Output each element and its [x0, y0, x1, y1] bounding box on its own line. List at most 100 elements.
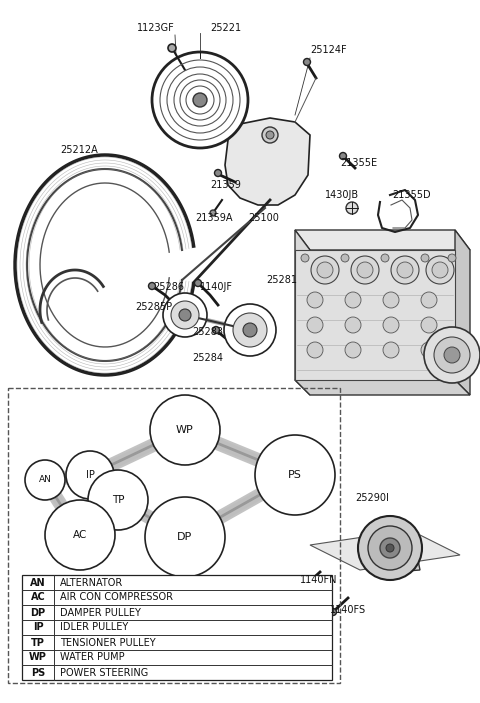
Text: 25100: 25100 — [248, 213, 279, 223]
Circle shape — [357, 262, 373, 278]
Text: 1430JB: 1430JB — [325, 190, 359, 200]
Circle shape — [148, 283, 156, 290]
Text: 25290I: 25290I — [355, 493, 389, 503]
Text: IP: IP — [33, 622, 43, 633]
Circle shape — [171, 301, 199, 329]
Text: 21359: 21359 — [210, 180, 241, 190]
Circle shape — [444, 347, 460, 363]
Text: DAMPER PULLEY: DAMPER PULLEY — [60, 607, 141, 617]
Text: 25124F: 25124F — [310, 45, 347, 55]
Circle shape — [66, 451, 114, 499]
Circle shape — [346, 202, 358, 214]
Circle shape — [424, 327, 480, 383]
Circle shape — [345, 317, 361, 333]
Circle shape — [163, 293, 207, 337]
Circle shape — [345, 342, 361, 358]
Text: PS: PS — [288, 470, 302, 480]
Circle shape — [339, 153, 347, 160]
Circle shape — [243, 323, 257, 337]
Text: 1140FS: 1140FS — [330, 605, 366, 615]
Circle shape — [266, 131, 274, 139]
Text: 1140JF: 1140JF — [200, 282, 233, 292]
Circle shape — [421, 254, 429, 262]
Polygon shape — [310, 530, 460, 570]
Circle shape — [307, 342, 323, 358]
Text: AIR CON COMPRESSOR: AIR CON COMPRESSOR — [60, 593, 173, 602]
Circle shape — [303, 58, 311, 65]
Text: AC: AC — [31, 593, 46, 602]
Circle shape — [168, 44, 176, 52]
Circle shape — [386, 544, 394, 552]
Text: WATER PUMP: WATER PUMP — [60, 652, 125, 662]
Text: 25285P: 25285P — [135, 302, 172, 312]
Text: 25286: 25286 — [153, 282, 184, 292]
Circle shape — [421, 342, 437, 358]
Text: AC: AC — [73, 530, 87, 540]
Circle shape — [194, 280, 202, 287]
Circle shape — [255, 435, 335, 515]
Text: DP: DP — [30, 607, 46, 617]
Text: DP: DP — [178, 532, 192, 542]
Circle shape — [358, 516, 422, 580]
Circle shape — [150, 395, 220, 465]
Text: ALTERNATOR: ALTERNATOR — [60, 577, 123, 588]
Text: WP: WP — [176, 425, 194, 435]
Text: 21355D: 21355D — [392, 190, 431, 200]
Text: IDLER PULLEY: IDLER PULLEY — [60, 622, 128, 633]
Text: 1140FN: 1140FN — [300, 575, 337, 585]
Text: TP: TP — [112, 495, 124, 505]
Circle shape — [383, 342, 399, 358]
Circle shape — [421, 292, 437, 308]
Polygon shape — [295, 230, 470, 250]
Circle shape — [421, 317, 437, 333]
Text: 25284: 25284 — [192, 353, 223, 363]
Text: 1123GF: 1123GF — [137, 23, 175, 33]
Circle shape — [383, 317, 399, 333]
Polygon shape — [295, 230, 310, 395]
Circle shape — [368, 526, 412, 570]
Circle shape — [179, 309, 191, 321]
Circle shape — [383, 292, 399, 308]
Text: POWER STEERING: POWER STEERING — [60, 668, 148, 678]
Circle shape — [145, 497, 225, 577]
Circle shape — [193, 93, 207, 107]
Circle shape — [45, 500, 115, 570]
Circle shape — [434, 337, 470, 373]
Circle shape — [302, 581, 310, 588]
Circle shape — [213, 326, 219, 333]
Bar — [22, 575, 332, 680]
Circle shape — [262, 127, 278, 143]
Polygon shape — [295, 380, 470, 395]
Circle shape — [210, 210, 216, 216]
Circle shape — [432, 262, 448, 278]
Circle shape — [88, 470, 148, 530]
Text: 25283: 25283 — [192, 327, 223, 337]
Circle shape — [233, 313, 267, 347]
Polygon shape — [455, 230, 470, 395]
Text: AN: AN — [38, 475, 51, 484]
Circle shape — [380, 538, 400, 558]
Text: 25281: 25281 — [266, 275, 297, 285]
Circle shape — [25, 460, 65, 500]
Text: IP: IP — [85, 470, 95, 480]
Circle shape — [317, 262, 333, 278]
Text: PS: PS — [31, 668, 45, 678]
Circle shape — [215, 169, 221, 176]
Circle shape — [307, 292, 323, 308]
Text: 21355E: 21355E — [340, 158, 377, 168]
Text: WP: WP — [29, 652, 47, 662]
Circle shape — [448, 254, 456, 262]
Text: AN: AN — [30, 577, 46, 588]
Text: TENSIONER PULLEY: TENSIONER PULLEY — [60, 638, 156, 647]
Circle shape — [152, 52, 248, 148]
Circle shape — [341, 254, 349, 262]
Bar — [8, 388, 340, 683]
Circle shape — [329, 609, 336, 616]
Polygon shape — [375, 545, 420, 573]
Text: 25221: 25221 — [210, 23, 241, 33]
Text: 25212A: 25212A — [60, 145, 98, 155]
Text: TP: TP — [31, 638, 45, 647]
Circle shape — [224, 304, 276, 356]
Text: 21359A: 21359A — [195, 213, 232, 223]
Circle shape — [426, 256, 454, 284]
